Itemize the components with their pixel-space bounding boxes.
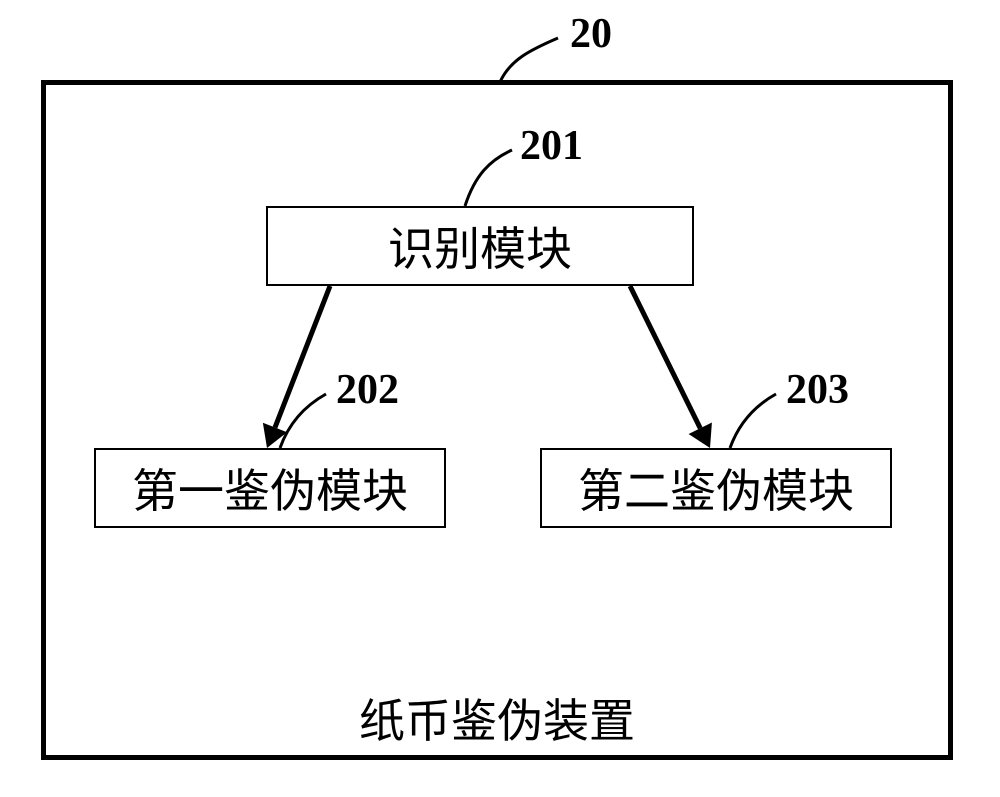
node-second-auth-label: 第二鉴伪模块	[578, 455, 854, 521]
outer-container: 纸币鉴伪装置	[41, 80, 953, 760]
diagram-canvas: 纸币鉴伪装置 识别模块 第一鉴伪模块 第二鉴伪模块 20 201 202 203	[0, 0, 1000, 797]
node-recognition: 识别模块	[266, 206, 694, 286]
leader-l20	[500, 38, 558, 82]
id-label-201: 201	[520, 122, 583, 170]
node-recognition-label: 识别模块	[388, 213, 572, 279]
node-first-auth-label: 第一鉴伪模块	[132, 455, 408, 521]
node-second-auth: 第二鉴伪模块	[540, 448, 892, 528]
id-label-203: 203	[786, 366, 849, 414]
id-label-20: 20	[570, 10, 612, 58]
node-first-auth: 第一鉴伪模块	[94, 448, 446, 528]
id-label-202: 202	[336, 366, 399, 414]
outer-title: 纸币鉴伪装置	[46, 685, 948, 751]
